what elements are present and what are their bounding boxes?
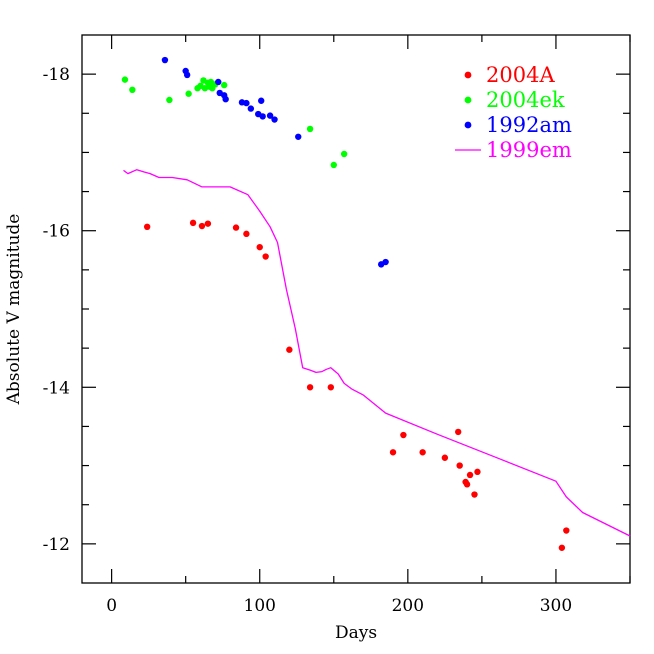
data-point-2004a	[143, 223, 151, 230]
legend-marker-2004a	[464, 71, 472, 79]
y-tick-label: -12	[43, 535, 70, 555]
data-point-1992am	[247, 105, 255, 112]
data-point-2004a	[463, 481, 471, 488]
data-point-1992am	[266, 112, 274, 119]
data-point-2004ek	[121, 76, 129, 83]
legend-label-1999em: 1999em	[486, 138, 572, 162]
legend-marker-2004ek	[464, 96, 472, 104]
x-tick-label: 0	[106, 596, 117, 616]
data-point-2004a	[256, 243, 263, 251]
x-tick-label: 300	[540, 596, 572, 616]
data-point-1992am	[295, 133, 302, 140]
data-point-2004ek	[129, 86, 136, 94]
data-point-2004ek	[166, 96, 173, 104]
data-point-1992am	[259, 113, 266, 120]
y-tick-label: -18	[43, 65, 70, 85]
data-point-2004a	[471, 491, 478, 498]
data-point-2004a	[474, 468, 481, 476]
data-point-2004a	[286, 346, 293, 353]
data-point-2004a	[204, 220, 212, 227]
data-point-2004a	[558, 544, 566, 551]
data-point-2004a	[262, 253, 269, 260]
legend-label-2004ek: 2004ek	[486, 88, 565, 112]
data-point-2004ek	[185, 90, 192, 97]
legend-label-1992am: 1992am	[486, 113, 572, 137]
data-point-2004a	[327, 384, 335, 391]
x-tick-label: 200	[392, 596, 424, 616]
x-tick-label: 100	[244, 596, 276, 616]
data-point-2004ek	[220, 81, 228, 89]
data-point-2004ek	[306, 125, 314, 133]
data-point-2004ek	[340, 150, 348, 158]
data-point-1992am	[258, 97, 265, 104]
data-point-1992am	[271, 116, 278, 123]
data-point-2004a	[189, 219, 197, 227]
data-series	[121, 56, 631, 551]
data-point-2004a	[466, 471, 474, 479]
axis-ticks	[82, 35, 631, 583]
y-tick-labels: -18 -16 -14 -12	[43, 65, 70, 555]
x-tick-labels: 0 100 200 300	[106, 596, 572, 616]
y-tick-label: -16	[43, 222, 70, 242]
data-point-1992am	[222, 95, 229, 103]
series-line-1999em	[123, 169, 631, 537]
data-point-2004a	[454, 428, 462, 436]
data-point-2004a	[456, 462, 463, 469]
data-point-2004a	[243, 230, 250, 238]
data-point-2004a	[198, 222, 206, 230]
data-point-1992am	[161, 56, 169, 64]
data-point-2004a	[232, 224, 240, 231]
data-point-2004a	[563, 527, 570, 534]
data-point-2004a	[306, 384, 314, 391]
data-point-1992am	[183, 71, 191, 79]
data-point-1992am	[243, 99, 250, 107]
data-point-2004a	[400, 431, 407, 439]
data-point-1992am	[382, 258, 389, 266]
y-tick-label: -14	[43, 378, 70, 398]
y-axis-title: Absolute V magnitude	[4, 214, 24, 406]
data-point-2004a	[389, 449, 397, 456]
legend-marker-1992am	[464, 121, 472, 129]
legend-label-2004a: 2004A	[486, 63, 555, 87]
data-point-2004a	[441, 454, 449, 461]
data-point-2004ek	[330, 161, 337, 169]
data-point-1992am	[215, 78, 222, 86]
x-axis-title: Days	[335, 623, 377, 643]
data-point-2004a	[419, 449, 426, 456]
